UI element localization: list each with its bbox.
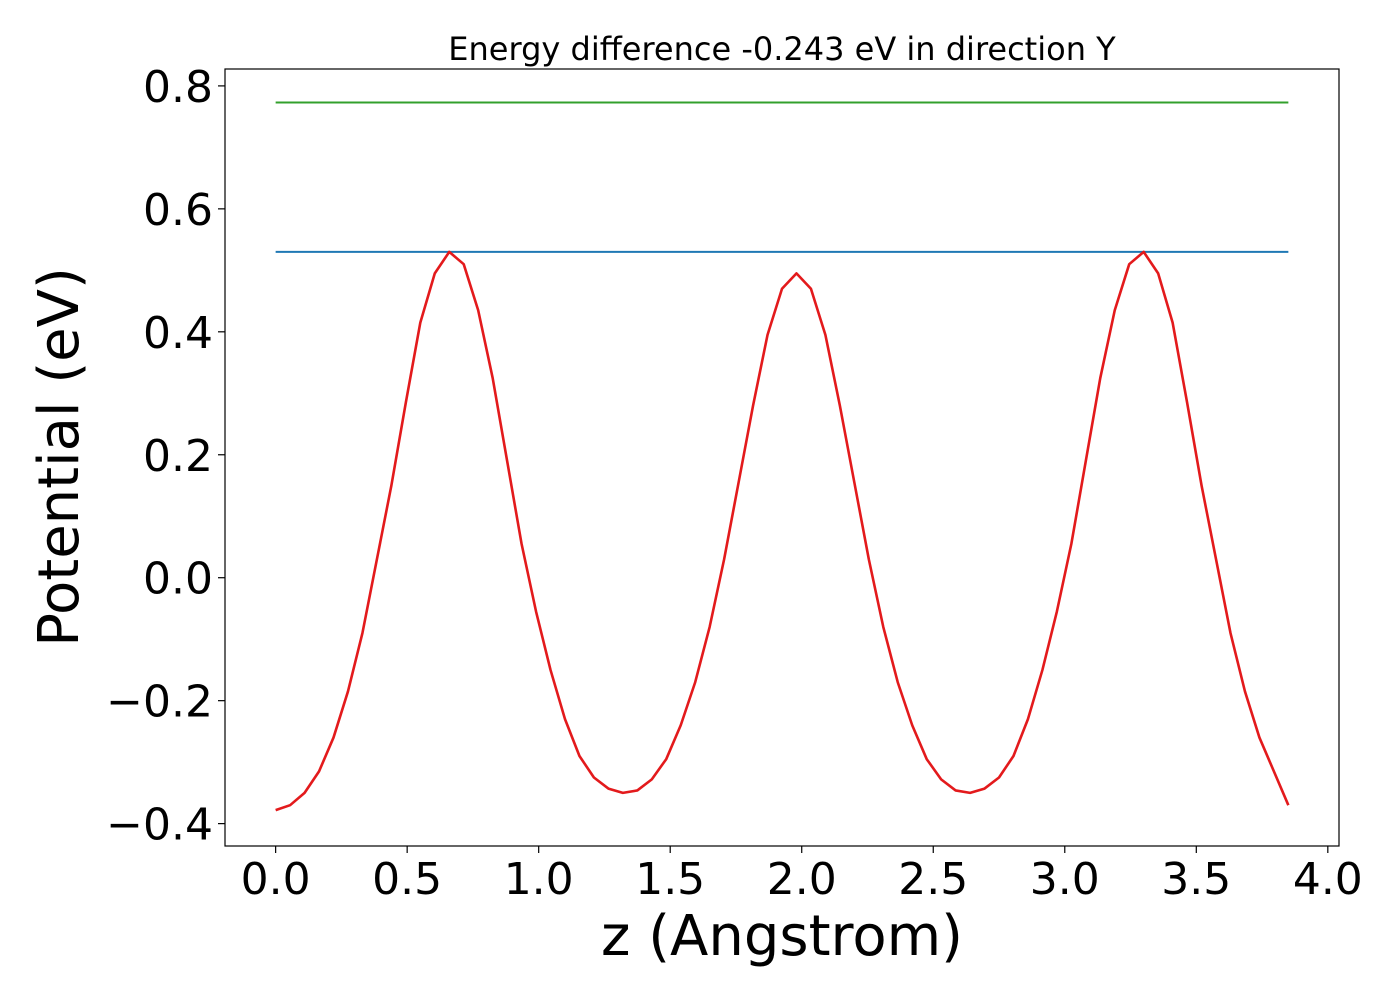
- x-tick-label: 3.5: [1161, 854, 1231, 905]
- y-axis-label: Potential (eV): [27, 267, 92, 647]
- x-tick-label: 2.5: [898, 854, 968, 905]
- x-tick-label: 0.5: [372, 854, 442, 905]
- x-axis-ticks: 0.0 0.5 1.0 1.5 2.0 2.5 3.0 3.5 4.0: [241, 846, 1363, 905]
- x-tick-label: 2.0: [767, 854, 837, 905]
- plot-frame: [224, 68, 1340, 847]
- x-tick-label: 3.0: [1030, 854, 1100, 905]
- series-line-potential: [275, 250, 1290, 812]
- y-tick-label: 0.2: [143, 431, 213, 482]
- series-layer: [275, 101, 1290, 812]
- x-tick-label: 1.0: [504, 854, 574, 905]
- y-tick-label: 0.0: [143, 554, 213, 605]
- x-axis-label: z (Angstrom): [601, 904, 963, 969]
- y-tick-label: −0.2: [106, 677, 213, 728]
- chart-title: Energy difference -0.243 eV in direction…: [448, 30, 1116, 68]
- x-tick-label: 4.0: [1293, 854, 1363, 905]
- y-tick-label: 0.4: [143, 308, 213, 359]
- x-tick-label: 0.0: [241, 854, 311, 905]
- x-tick-label: 1.5: [635, 854, 705, 905]
- y-tick-label: −0.4: [106, 800, 213, 851]
- y-tick-label: 0.8: [143, 62, 213, 113]
- y-axis-ticks: −0.4 −0.2 0.0 0.2 0.4 0.6 0.8: [106, 62, 225, 851]
- y-tick-label: 0.6: [143, 185, 213, 236]
